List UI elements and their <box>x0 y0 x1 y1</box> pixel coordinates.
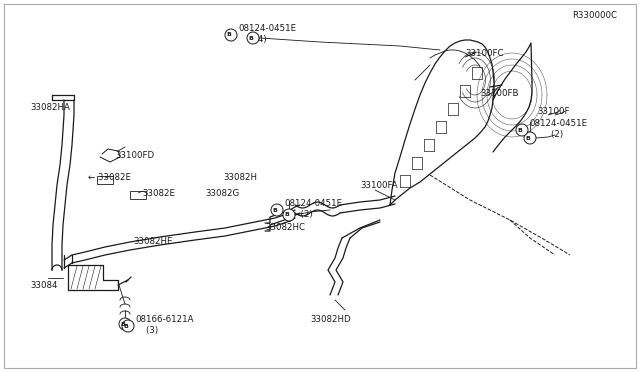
Bar <box>130 191 146 199</box>
Text: B: B <box>227 32 232 38</box>
Circle shape <box>225 29 237 41</box>
Circle shape <box>271 204 283 216</box>
Text: 33084: 33084 <box>30 280 58 289</box>
Circle shape <box>122 320 134 332</box>
Text: 08166-6121A
    (3): 08166-6121A (3) <box>135 315 193 335</box>
Text: 33082H: 33082H <box>223 173 257 183</box>
Text: 08124-0451E
      (4): 08124-0451E (4) <box>238 24 296 44</box>
Text: ← 33082E: ← 33082E <box>88 173 131 183</box>
Bar <box>97 176 113 184</box>
Text: 33100FD: 33100FD <box>115 151 154 160</box>
Circle shape <box>524 132 536 144</box>
Text: 33082HA: 33082HA <box>30 103 70 112</box>
Text: B: B <box>525 135 531 141</box>
Text: 08124-0451E
      (2): 08124-0451E (2) <box>284 199 342 219</box>
Text: B: B <box>124 324 129 328</box>
Text: B: B <box>518 128 522 132</box>
Text: B: B <box>120 321 125 327</box>
Text: 33082HD: 33082HD <box>310 315 351 324</box>
Text: 33100FC: 33100FC <box>465 49 504 58</box>
Text: 33082E: 33082E <box>142 189 175 198</box>
Text: R330000C: R330000C <box>572 10 617 19</box>
Text: B: B <box>285 212 289 218</box>
Text: 33082HE: 33082HE <box>133 237 173 247</box>
Text: B: B <box>248 35 253 41</box>
Text: 33100FA: 33100FA <box>360 182 397 190</box>
Text: 33100FB: 33100FB <box>480 89 518 97</box>
Circle shape <box>516 124 528 136</box>
Text: B: B <box>273 208 277 212</box>
Circle shape <box>119 318 131 330</box>
Text: 33100F: 33100F <box>537 108 570 116</box>
Text: 33082G: 33082G <box>205 189 239 198</box>
Text: 08124-0451E
        (2): 08124-0451E (2) <box>529 119 587 139</box>
Circle shape <box>283 209 295 221</box>
Text: 33082HC: 33082HC <box>265 224 305 232</box>
Circle shape <box>247 32 259 44</box>
